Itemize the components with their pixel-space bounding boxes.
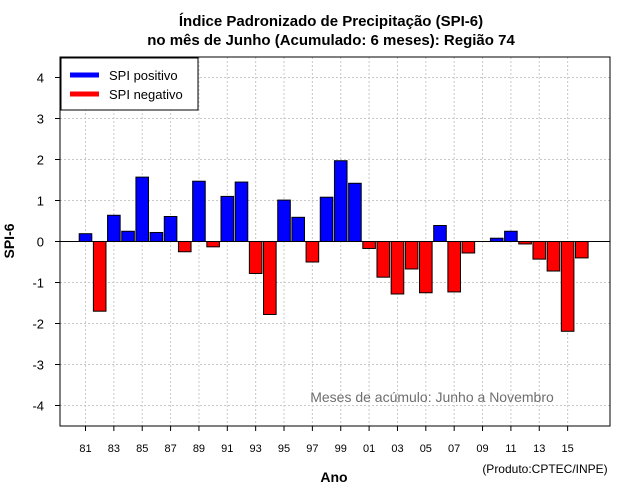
bar-2016 [575,241,589,259]
accumulation-annotation: Meses de acúmulo: Junho a Novembro [310,389,554,405]
x-tick-label: 89 [193,443,205,455]
bar-2000 [348,182,362,242]
y-tick-label: -3 [32,358,44,373]
y-tick-label: -2 [32,317,44,332]
bar-2012 [518,241,532,245]
bar-1993 [248,241,263,274]
bar-1991 [220,195,235,242]
bar-1981 [78,233,93,243]
bar-1986 [149,231,164,242]
x-tick-label: 93 [250,443,262,455]
x-tick-label: 03 [391,443,403,455]
bar-1982 [92,241,107,312]
bar-2013 [532,241,547,260]
x-tick-label: 97 [306,443,318,455]
x-tick-label: 07 [448,443,460,455]
bar-1990 [206,241,220,248]
x-tick-label: 15 [561,443,573,455]
bar-1996 [291,216,305,242]
bar-2010 [489,237,504,243]
x-tick-label: 13 [533,443,545,455]
y-tick-label: 1 [37,194,44,209]
bar-2003 [390,241,405,295]
bar-1995 [277,199,291,242]
x-tick-label: 09 [476,443,488,455]
x-tick-label: 11 [505,443,516,455]
bar-1987 [163,215,178,243]
bar-2007 [447,241,461,293]
product-credit: (Produto:CPTEC/INPE) [482,462,607,476]
bar-2008 [461,241,476,254]
y-tick-label: 2 [37,153,44,168]
bar-1992 [234,181,249,243]
x-tick-label: 05 [420,443,432,455]
y-axis-label: SPI-6 [1,223,17,258]
bar-1985 [135,176,150,243]
x-tick-label: 99 [335,443,347,455]
x-tick-label: 87 [164,443,176,455]
chart-title: Índice Padronizado de Precipitação (SPI-… [179,13,483,30]
legend: SPI positivo SPI negativo [60,57,199,111]
x-tick-label: 95 [278,443,290,455]
y-tick-label: 4 [37,71,44,86]
bar-2015 [560,241,575,332]
y-tick-label: 0 [37,235,44,250]
x-tick-label: 01 [363,443,375,455]
x-axis-label: Ano [320,469,347,485]
legend-box [60,57,199,111]
bar-2002 [376,241,391,278]
x-axis-ticks: 81 83 85 87 89 91 93 95 97 99 01 03 05 07 09 11 13 15 [79,426,574,455]
chart-subtitle: no mês de Junho (Acumulado: 6 meses): Re… [147,32,515,49]
bar-1983 [107,214,121,242]
y-axis-ticks: -4 -3 -2 -1 0 1 2 3 4 [32,71,60,414]
bar-2011 [504,230,518,242]
legend-negative-label: SPI negativo [109,87,183,102]
bar-1984 [121,230,135,242]
bar-2004 [404,241,419,270]
bar-2005 [419,241,433,294]
y-tick-label: 3 [37,112,44,127]
x-tick-label: 85 [136,443,148,455]
bar-series [78,160,589,332]
bar-1998 [319,196,334,242]
y-tick-label: -1 [32,276,44,291]
x-tick-label: 83 [108,443,120,455]
bar-1997 [305,241,320,263]
x-tick-label: 81 [79,443,91,455]
bar-1999 [333,160,348,242]
bar-1988 [177,241,192,253]
y-tick-label: -4 [32,399,44,414]
legend-positive-label: SPI positivo [109,68,178,83]
bar-2006 [433,225,447,242]
x-tick-label: 91 [221,443,233,455]
bar-2014 [546,241,561,272]
bar-1994 [263,241,277,315]
bar-1989 [192,180,206,242]
bar-2001 [362,241,376,249]
